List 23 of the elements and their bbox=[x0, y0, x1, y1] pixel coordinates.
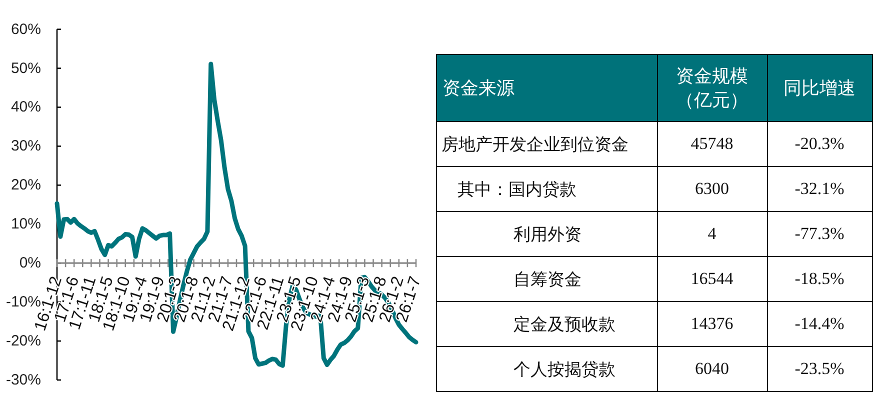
data-label: 16544 bbox=[657, 256, 767, 302]
y-tick-label: -20% bbox=[6, 332, 41, 350]
y-tick-label: 30% bbox=[10, 138, 41, 155]
category-label: 个人按揭贷款 bbox=[436, 346, 657, 392]
y-tick-label: -30% bbox=[6, 372, 41, 388]
y-tick-label: 10% bbox=[10, 216, 41, 233]
text: 资金来源 bbox=[436, 54, 657, 122]
data-label: 45748 bbox=[657, 122, 767, 166]
y-tick-label: 60% bbox=[10, 20, 41, 38]
y-tick-label: 0% bbox=[19, 254, 41, 272]
category-label: 其中：国内贷款 bbox=[436, 166, 657, 212]
data-label: 6040 bbox=[657, 346, 767, 392]
category-label: 自筹资金 bbox=[436, 256, 657, 302]
data-label: 14376 bbox=[657, 302, 767, 346]
category-label: 利用外资 bbox=[436, 212, 657, 256]
y-tick-label: 20% bbox=[10, 176, 41, 194]
category-label: 定金及预收款 bbox=[436, 302, 657, 346]
data-label: 6300 bbox=[657, 166, 767, 212]
text: 资金规模（亿元） bbox=[657, 54, 767, 122]
y-tick-label: 50% bbox=[10, 60, 41, 77]
category-label: 房地产开发企业到位资金 bbox=[436, 122, 657, 166]
y-tick-label: 40% bbox=[10, 98, 41, 116]
data-label: 4 bbox=[657, 212, 767, 256]
